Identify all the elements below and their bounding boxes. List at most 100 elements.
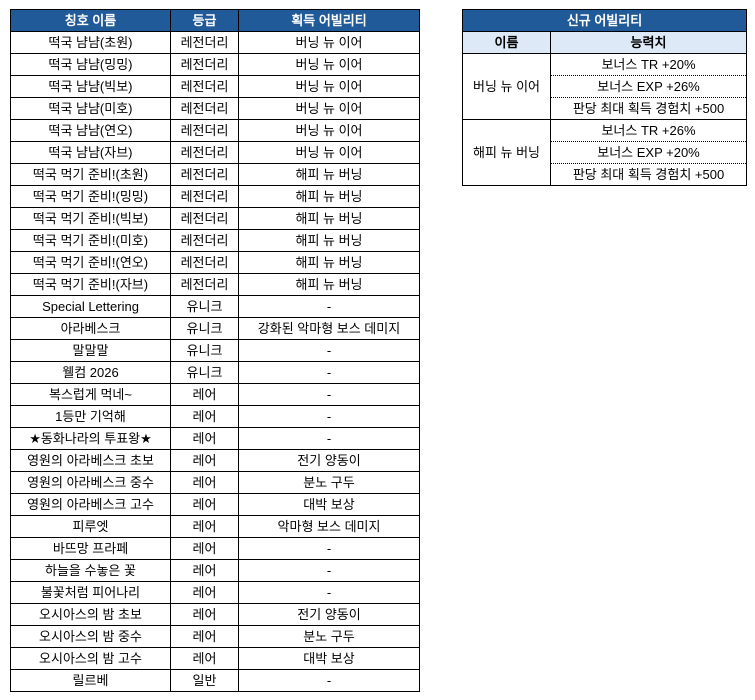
table-row: 떡국 먹기 준비!(빅보) 레전더리 해피 뉴 버닝 <box>10 207 420 230</box>
grade-cell: 레어 <box>170 625 239 648</box>
ability-row: 버닝 뉴 이어 보너스 TR +20% <box>462 53 747 120</box>
table-row: 아라베스크 유니크 강화된 악마형 보스 데미지 <box>10 317 420 340</box>
ability-stat-cell: 보너스 EXP +20% <box>550 141 747 164</box>
grade-cell: 레어 <box>170 515 239 538</box>
ability-cell: - <box>238 339 420 362</box>
ability-cell: - <box>238 581 420 604</box>
table-row: 오시아스의 밤 초보 레어 전기 양동이 <box>10 603 420 626</box>
ability-cell: 전기 양동이 <box>238 603 420 626</box>
ability-cell: 강화된 악마형 보스 데미지 <box>238 317 420 340</box>
grade-cell: 레어 <box>170 537 239 560</box>
title-name-cell: 영원의 아라베스크 고수 <box>10 493 171 516</box>
ability-cell: 버닝 뉴 이어 <box>238 75 420 98</box>
title-name-cell: 말말말 <box>10 339 171 362</box>
title-name-cell: 떡국 먹기 준비!(자브) <box>10 273 171 296</box>
ability-cell: 해피 뉴 버닝 <box>238 251 420 274</box>
title-name-cell: 떡국 냠냠(연오) <box>10 119 171 142</box>
title-name-cell: 하늘을 수놓은 꽃 <box>10 559 171 582</box>
ability-cell: 전기 양동이 <box>238 449 420 472</box>
header-title-name: 칭호 이름 <box>10 9 171 32</box>
title-name-cell: 복스럽게 먹네~ <box>10 383 171 406</box>
title-name-cell: 영원의 아라베스크 초보 <box>10 449 171 472</box>
grade-cell: 레전더리 <box>170 251 239 274</box>
grade-cell: 레어 <box>170 383 239 406</box>
ability-cell: - <box>238 669 420 692</box>
ability-name-cell: 해피 뉴 버닝 <box>462 119 551 186</box>
table-row: 오시아스의 밤 고수 레어 대박 보상 <box>10 647 420 670</box>
grade-cell: 레전더리 <box>170 141 239 164</box>
table-row: 떡국 먹기 준비!(연오) 레전더리 해피 뉴 버닝 <box>10 251 420 274</box>
title-name-cell: 떡국 먹기 준비!(연오) <box>10 251 171 274</box>
table-row: 릴르베 일반 - <box>10 669 420 692</box>
ability-cell: 버닝 뉴 이어 <box>238 97 420 120</box>
table-row: Special Lettering 유니크 - <box>10 295 420 318</box>
table-row: 영원의 아라베스크 중수 레어 분노 구두 <box>10 471 420 494</box>
table-row: 영원의 아라베스크 초보 레어 전기 양동이 <box>10 449 420 472</box>
ability-stat-cell: 보너스 TR +26% <box>550 119 747 142</box>
grade-cell: 레어 <box>170 427 239 450</box>
grade-cell: 레전더리 <box>170 273 239 296</box>
header-stats: 능력치 <box>550 31 747 54</box>
title-name-cell: 영원의 아라베스크 중수 <box>10 471 171 494</box>
ability-cell: 분노 구두 <box>238 471 420 494</box>
table-row: 1등만 기억해 레어 - <box>10 405 420 428</box>
grade-cell: 레어 <box>170 581 239 604</box>
title-name-cell: 아라베스크 <box>10 317 171 340</box>
header-name: 이름 <box>462 31 551 54</box>
grade-cell: 레어 <box>170 405 239 428</box>
grade-cell: 유니크 <box>170 339 239 362</box>
ability-cell: 해피 뉴 버닝 <box>238 229 420 252</box>
grade-cell: 레전더리 <box>170 207 239 230</box>
ability-cell: - <box>238 537 420 560</box>
titles-table: 칭호 이름 등급 획득 어빌리티 떡국 냠냠(초원) 레전더리 버닝 뉴 이어 떡국 … <box>10 9 420 692</box>
title-name-cell: 떡국 냠냠(초원) <box>10 31 171 54</box>
title-name-cell: 떡국 냠냠(밍밍) <box>10 53 171 76</box>
table-row: 불꽃처럼 피어나리 레어 - <box>10 581 420 604</box>
ability-cell: 해피 뉴 버닝 <box>238 207 420 230</box>
ability-cell: 대박 보상 <box>238 493 420 516</box>
table-row: 떡국 냠냠(연오) 레전더리 버닝 뉴 이어 <box>10 119 420 142</box>
grade-cell: 레전더리 <box>170 185 239 208</box>
ability-cell: 분노 구두 <box>238 625 420 648</box>
table-row: 떡국 먹기 준비!(초원) 레전더리 해피 뉴 버닝 <box>10 163 420 186</box>
title-name-cell: 오시아스의 밤 고수 <box>10 647 171 670</box>
header-ability: 획득 어빌리티 <box>238 9 420 32</box>
ability-cell: 해피 뉴 버닝 <box>238 185 420 208</box>
title-name-cell: 릴르베 <box>10 669 171 692</box>
title-name-cell: ★동화나라의 투표왕★ <box>10 427 171 450</box>
ability-row: 해피 뉴 버닝 보너스 TR +26% <box>462 119 747 186</box>
grade-cell: 레전더리 <box>170 75 239 98</box>
ability-cell: 해피 뉴 버닝 <box>238 163 420 186</box>
table-row: 떡국 냠냠(밍밍) 레전더리 버닝 뉴 이어 <box>10 53 420 76</box>
grade-cell: 레어 <box>170 493 239 516</box>
grade-cell: 레어 <box>170 449 239 472</box>
title-name-cell: 떡국 냠냠(자브) <box>10 141 171 164</box>
ability-cell: 버닝 뉴 이어 <box>238 31 420 54</box>
grade-cell: 레전더리 <box>170 163 239 186</box>
table-header-row: 칭호 이름 등급 획득 어빌리티 <box>10 9 420 32</box>
ability-cell: 대박 보상 <box>238 647 420 670</box>
header-grade: 등급 <box>170 9 239 32</box>
table-row: 피루엣 레어 악마형 보스 데미지 <box>10 515 420 538</box>
table-row: 오시아스의 밤 중수 레어 분노 구두 <box>10 625 420 648</box>
ability-cell: - <box>238 361 420 384</box>
title-name-cell: 불꽃처럼 피어나리 <box>10 581 171 604</box>
grade-cell: 일반 <box>170 669 239 692</box>
title-name-cell: 오시아스의 밤 초보 <box>10 603 171 626</box>
title-name-cell: 1등만 기억해 <box>10 405 171 428</box>
table-row: 떡국 냠냠(초원) 레전더리 버닝 뉴 이어 <box>10 31 420 54</box>
table-row: 떡국 냠냠(자브) 레전더리 버닝 뉴 이어 <box>10 141 420 164</box>
ability-stat-cell: 판당 최대 획득 경험치 +500 <box>550 97 747 120</box>
title-name-cell: 떡국 냠냠(빅보) <box>10 75 171 98</box>
grade-cell: 레전더리 <box>170 97 239 120</box>
title-name-cell: 떡국 냠냠(미호) <box>10 97 171 120</box>
table-row: 떡국 먹기 준비!(밍밍) 레전더리 해피 뉴 버닝 <box>10 185 420 208</box>
grade-cell: 레어 <box>170 647 239 670</box>
table-row: 떡국 냠냠(빅보) 레전더리 버닝 뉴 이어 <box>10 75 420 98</box>
new-abilities-table: 신규 어빌리티 이름 능력치 버닝 뉴 이어 보너스 TR +20% 보너스 EXP… <box>462 9 747 186</box>
grade-cell: 레어 <box>170 471 239 494</box>
table-row: 바뜨망 프라페 레어 - <box>10 537 420 560</box>
ability-name-cell: 버닝 뉴 이어 <box>462 53 551 120</box>
title-name-cell: 오시아스의 밤 중수 <box>10 625 171 648</box>
grade-cell: 유니크 <box>170 295 239 318</box>
